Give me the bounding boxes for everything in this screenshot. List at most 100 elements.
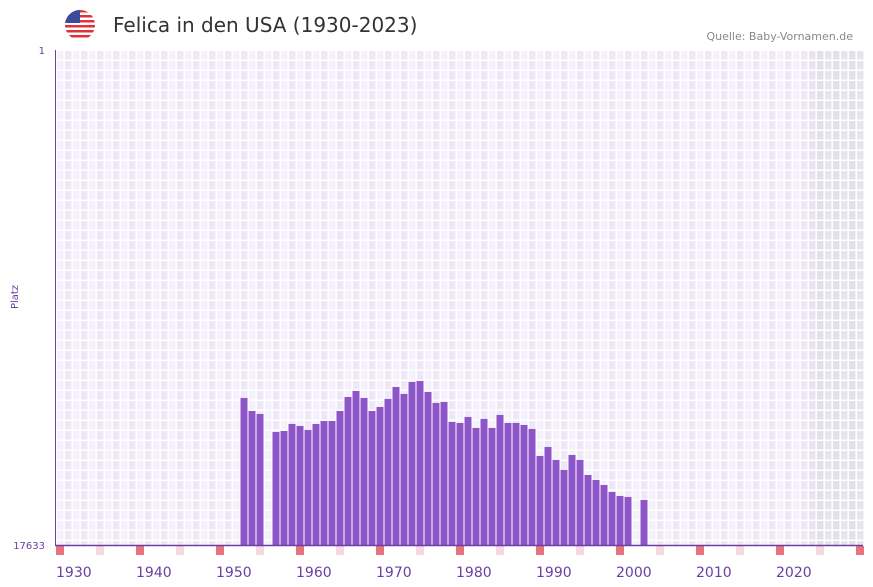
grid-cell <box>225 481 232 490</box>
grid-cell <box>97 191 104 200</box>
grid-cell <box>409 311 416 320</box>
grid-cell <box>697 381 704 390</box>
grid-cell <box>801 221 808 230</box>
grid-cell <box>673 71 680 80</box>
grid-cell <box>601 461 608 470</box>
grid-cell <box>305 341 312 350</box>
grid-cell <box>561 201 568 210</box>
grid-cell <box>161 241 168 250</box>
grid-cell <box>769 91 776 100</box>
grid-cell <box>617 121 624 130</box>
grid-cell <box>129 511 136 520</box>
grid-cell <box>161 121 168 130</box>
grid-cell <box>345 221 352 230</box>
grid-cell <box>73 401 80 410</box>
grid-cell <box>625 301 632 310</box>
grid-cell <box>513 301 520 310</box>
grid-cell <box>185 161 192 170</box>
grid-cell <box>713 391 720 400</box>
grid-cell <box>441 111 448 120</box>
grid-cell <box>649 281 656 290</box>
grid-cell <box>633 351 640 360</box>
grid-cell <box>249 161 256 170</box>
grid-cell <box>641 161 648 170</box>
grid-cell <box>553 351 560 360</box>
grid-cell <box>105 481 112 490</box>
grid-cell <box>577 381 584 390</box>
grid-cell <box>809 341 816 350</box>
grid-cell <box>113 311 120 320</box>
grid-cell <box>689 401 696 410</box>
grid-cell <box>585 121 592 130</box>
grid-cell <box>153 351 160 360</box>
grid-cell <box>825 471 832 480</box>
grid-cell <box>393 231 400 240</box>
grid-cell <box>777 261 784 270</box>
grid-cell <box>257 161 264 170</box>
grid-cell <box>769 441 776 450</box>
grid-cell <box>345 381 352 390</box>
grid-cell <box>617 51 624 60</box>
grid-cell <box>529 271 536 280</box>
grid-cell <box>97 81 104 90</box>
grid-cell <box>841 491 848 500</box>
grid-cell <box>769 481 776 490</box>
grid-cell <box>745 71 752 80</box>
grid-cell <box>705 91 712 100</box>
grid-cell <box>177 211 184 220</box>
grid-cell <box>225 221 232 230</box>
grid-cell <box>417 191 424 200</box>
grid-cell <box>81 291 88 300</box>
grid-cell <box>689 131 696 140</box>
grid-cell <box>321 181 328 190</box>
grid-cell <box>625 201 632 210</box>
grid-cell <box>161 511 168 520</box>
grid-cell <box>505 391 512 400</box>
grid-cell <box>441 161 448 170</box>
grid-cell <box>801 251 808 260</box>
grid-cell <box>281 101 288 110</box>
grid-cell <box>689 271 696 280</box>
grid-cell <box>625 381 632 390</box>
grid-cell <box>225 271 232 280</box>
grid-cell <box>705 521 712 530</box>
grid-cell <box>681 161 688 170</box>
grid-cell <box>793 331 800 340</box>
grid-cell <box>449 91 456 100</box>
grid-cell <box>105 301 112 310</box>
grid-cell <box>601 251 608 260</box>
grid-cell <box>217 401 224 410</box>
grid-cell <box>313 71 320 80</box>
grid-cell <box>785 521 792 530</box>
grid-cell <box>137 161 144 170</box>
grid-cell <box>201 481 208 490</box>
grid-cell <box>105 91 112 100</box>
grid-cell <box>257 391 264 400</box>
grid-cell <box>785 531 792 540</box>
grid-cell <box>257 351 264 360</box>
grid-cell <box>545 191 552 200</box>
grid-cell <box>113 541 120 545</box>
grid-cell <box>209 151 216 160</box>
grid-cell <box>329 301 336 310</box>
grid-cell <box>729 141 736 150</box>
grid-cell <box>601 261 608 270</box>
grid-cell <box>705 411 712 420</box>
grid-cell <box>529 401 536 410</box>
grid-cell <box>457 191 464 200</box>
grid-cell <box>593 161 600 170</box>
grid-cell <box>785 261 792 270</box>
grid-cell <box>65 341 72 350</box>
grid-cell <box>529 161 536 170</box>
grid-cell <box>729 201 736 210</box>
grid-cell <box>441 391 448 400</box>
grid-cell <box>745 411 752 420</box>
grid-cell <box>97 231 104 240</box>
grid-cell <box>809 91 816 100</box>
grid-cell <box>265 541 272 545</box>
grid-cell <box>721 191 728 200</box>
grid-cell <box>185 461 192 470</box>
grid-cell <box>177 151 184 160</box>
grid-cell <box>673 331 680 340</box>
grid-cell <box>105 291 112 300</box>
